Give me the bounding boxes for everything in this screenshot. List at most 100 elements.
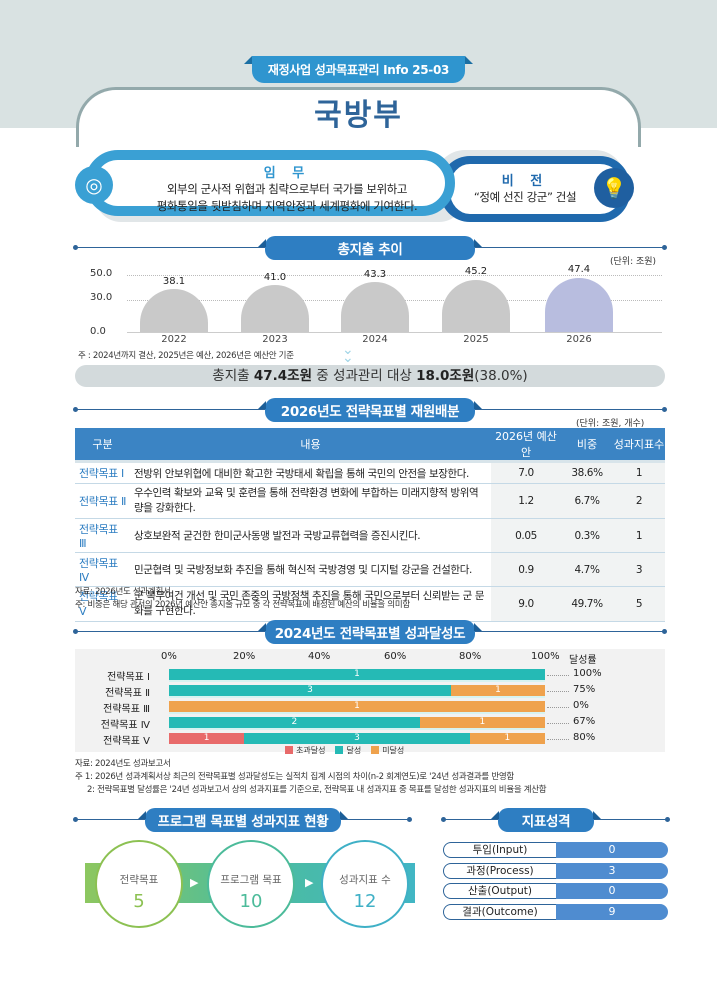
program-flow: 전략목표 5 ▶ 프로그램 목표 10 ▶ 성과지표 수 12 xyxy=(75,840,415,930)
vision-text: 비 전 “정예 선진 강군” 건설 xyxy=(455,170,595,206)
summary-target: 18.0조원 xyxy=(416,368,475,384)
goal-cell: 전략목표 Ⅴ xyxy=(75,586,130,622)
allocation-note: 주: 비중은 해당 관서의 2026년 예산안 총지출 규모 중 각 전략목표에… xyxy=(75,600,410,610)
count-cell: 3 xyxy=(613,552,665,587)
indicator-label: 산출(Output) xyxy=(443,883,556,899)
segment-missed: 1 xyxy=(419,717,545,728)
arrow-right-icon: ▶ xyxy=(190,876,199,889)
rate-value: 100% xyxy=(573,668,602,679)
segment-achieved: 2 xyxy=(169,717,420,728)
flow-strategic-goals: 전략목표 5 xyxy=(95,840,183,928)
goal-cell: 전략목표 Ⅱ xyxy=(75,483,130,519)
indicator-row: 투입(Input) 0 xyxy=(443,842,668,858)
target-icon: ◎ xyxy=(75,166,113,204)
content-cell: 군 복무여건 개선 및 국민 존중의 국방정책 추진을 통해 국민으로부터 신뢰… xyxy=(130,586,491,622)
leader-line xyxy=(547,739,569,740)
bar-2026 xyxy=(545,278,613,332)
flow-value: 12 xyxy=(353,891,377,912)
indicator-label: 과정(Process) xyxy=(443,863,556,879)
mission-line: 평화통일을 뒷받침하며 지역안정과 세계평화에 기여한다. xyxy=(156,199,418,213)
legend-item: 초과달성 xyxy=(285,745,325,756)
section-title: 2024년도 전략목표별 성과달성도 xyxy=(258,620,482,644)
axis-baseline xyxy=(127,332,662,333)
mission-text: 임 무 외부의 군사적 위협과 침략으로부터 국가를 보위하고 평화통일을 뒷받… xyxy=(127,162,447,215)
section-allocation-header: 2026년도 전략목표별 재원배분 xyxy=(73,398,667,422)
budget-cell: 0.05 xyxy=(491,518,561,553)
budget-cell: 9.0 xyxy=(491,586,561,622)
table-row: 전략목표 Ⅳ 민군협력 및 국방정보화 추진을 통해 혁신적 국방경영 및 디지… xyxy=(75,552,665,587)
unit-label: (단위: 조원) xyxy=(610,257,657,267)
bar-value: 45.2 xyxy=(464,266,488,277)
stacked-bar: 1 xyxy=(169,701,545,712)
x-tick: 40% xyxy=(308,651,331,662)
rate-value: 67% xyxy=(573,716,596,727)
indicator-row: 산출(Output) 0 xyxy=(443,883,668,899)
goal-cell: 전략목표 Ⅳ xyxy=(75,552,130,587)
count-cell: 5 xyxy=(613,586,665,622)
leader-line xyxy=(547,723,569,724)
series-tag: 재정사업 성과목표관리 Info 25-03 xyxy=(244,56,473,83)
flow-indicators: 성과지표 수 12 xyxy=(321,840,409,928)
indicator-value: 9 xyxy=(556,904,668,920)
segment-achieved: 3 xyxy=(169,685,451,696)
share-cell: 6.7% xyxy=(561,483,613,519)
indicator-value: 0 xyxy=(556,883,668,899)
section-title: 2026년도 전략목표별 재원배분 xyxy=(258,398,482,422)
x-tick: 100% xyxy=(531,651,560,662)
flow-program-goals: 프로그램 목표 10 xyxy=(207,840,295,928)
count-cell: 1 xyxy=(613,518,665,553)
legend-item: 달성 xyxy=(335,745,361,756)
achievement-source: 자료: 2024년도 성과보고서 xyxy=(75,759,171,769)
row-label: 전략목표 Ⅲ xyxy=(103,704,150,715)
bar-value: 47.4 xyxy=(567,264,591,275)
segment-achieved: 1 xyxy=(169,669,545,680)
column-header: 내용 xyxy=(130,428,491,463)
segment-missed: 1 xyxy=(169,701,545,712)
leader-line xyxy=(547,707,569,708)
budget-cell: 7.0 xyxy=(491,461,561,484)
bar-value: 38.1 xyxy=(162,276,186,287)
legend-label: 달성 xyxy=(346,746,362,755)
rate-header: 달성률 xyxy=(569,655,597,666)
budget-cell: 1.2 xyxy=(491,483,561,519)
y-tick: 0.0 xyxy=(90,326,106,337)
row-label: 전략목표 Ⅳ xyxy=(100,720,150,731)
mission-title: 임 무 xyxy=(263,166,311,181)
leader-line xyxy=(547,675,569,676)
rate-value: 75% xyxy=(573,684,596,695)
rate-value: 80% xyxy=(573,732,596,743)
goal-cell: 전략목표 Ⅰ xyxy=(75,461,130,484)
section-title: 프로그램 목표별 성과지표 현황 xyxy=(138,808,348,832)
stacked-bar: 1 3 1 xyxy=(169,733,545,744)
flow-value: 10 xyxy=(239,891,263,912)
allocation-table: 구분 내용 2026년 예산안 비중 성과지표수 전략목표 Ⅰ 전방위 안보위협… xyxy=(75,428,665,622)
spending-chart: 50.0 30.0 0.0 38.1 2022 41.0 2023 43.3 2… xyxy=(75,262,665,352)
bar-2024 xyxy=(341,282,409,332)
segment-missed: 1 xyxy=(469,733,545,744)
vision-title: 비 전 xyxy=(501,174,549,189)
section-achievement-header: 2024년도 전략목표별 성과달성도 xyxy=(73,620,667,644)
budget-cell: 0.9 xyxy=(491,552,561,587)
flow-value: 5 xyxy=(133,891,145,912)
gridline xyxy=(127,275,662,276)
chart-legend: 초과달성 달성 미달성 xyxy=(285,745,404,756)
content-cell: 민군협력 및 국방정보화 추진을 통해 혁신적 국방경영 및 디지털 강군을 건… xyxy=(130,552,491,587)
column-header: 비중 xyxy=(561,428,613,463)
section-title: 지표성격 xyxy=(491,808,601,832)
achievement-chart: 0% 20% 40% 60% 80% 100% 달성률 전략목표 Ⅰ 1 100… xyxy=(75,649,665,755)
row-label: 전략목표 Ⅱ xyxy=(105,688,150,699)
bar-2023 xyxy=(241,285,309,332)
page-title: 국방부 xyxy=(314,98,403,133)
y-tick: 50.0 xyxy=(90,268,113,279)
mission-vision-panel: ◎ 임 무 외부의 군사적 위협과 침략으로부터 국가를 보위하고 평화통일을 … xyxy=(75,150,655,222)
indicator-row: 결과(Outcome) 9 xyxy=(443,904,668,920)
lightbulb-icon: 💡 xyxy=(594,168,634,208)
x-tick: 60% xyxy=(384,651,407,662)
share-cell: 0.3% xyxy=(561,518,613,553)
summary-text: 총지출 xyxy=(212,368,254,384)
bar-year: 2023 xyxy=(262,334,288,345)
flow-label: 성과지표 수 xyxy=(339,874,391,886)
count-cell: 2 xyxy=(613,483,665,519)
spending-summary: 총지출 47.4조원 중 성과관리 대상 18.0조원(38.0%) xyxy=(75,365,665,387)
content-cell: 전방위 안보위협에 대비한 확고한 국방태세 확립을 통해 국민의 안전을 보장… xyxy=(130,461,491,484)
